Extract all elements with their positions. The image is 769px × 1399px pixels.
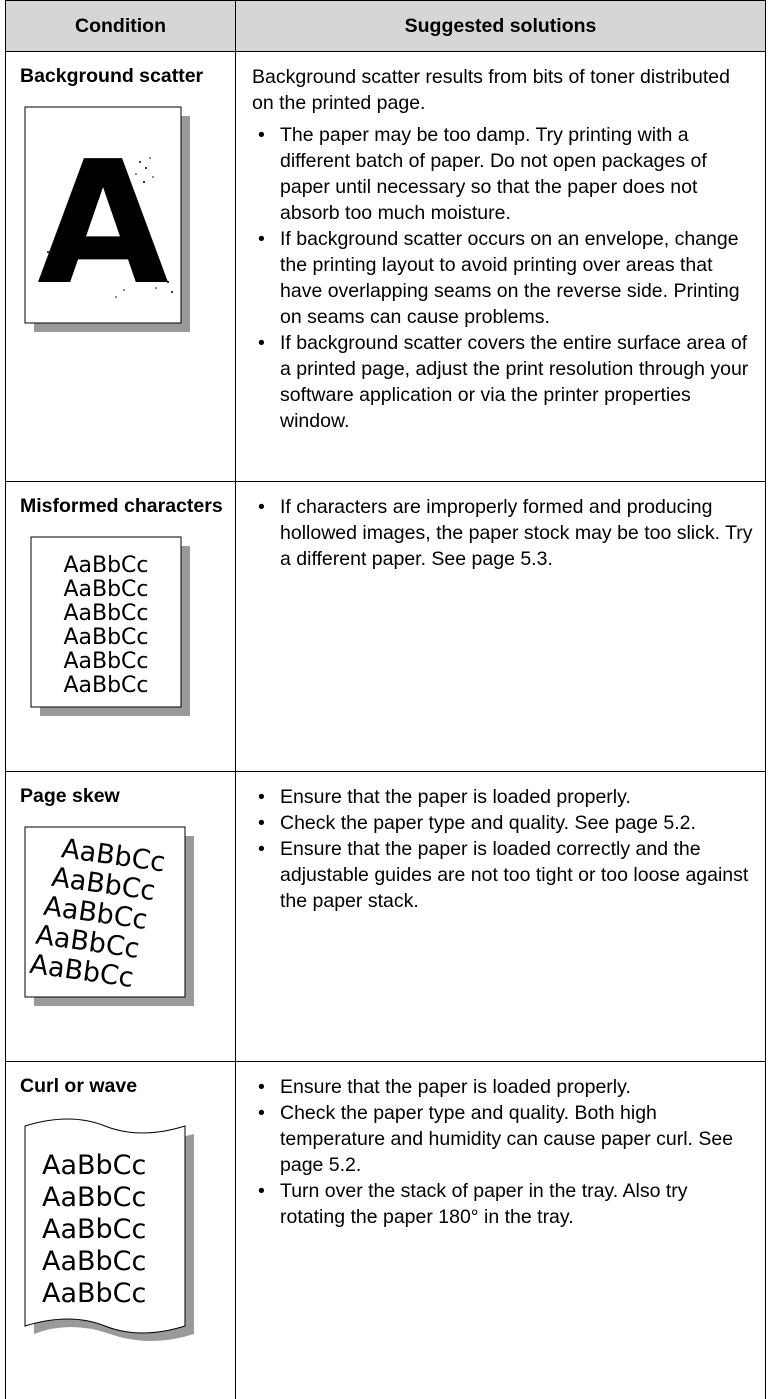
illustration-text: AaBbCc bbox=[63, 577, 148, 602]
bullet: Check the paper type and quality. See pa… bbox=[258, 810, 753, 836]
illustration-text: AaBbCc bbox=[42, 1246, 146, 1277]
solution-cell: If characters are improperly formed and … bbox=[235, 481, 766, 772]
bullet-list: Ensure that the paper is loaded properly… bbox=[248, 1074, 753, 1230]
condition: Background scatter bbox=[20, 65, 204, 87]
bullet: If characters are improperly formed and … bbox=[258, 494, 753, 572]
illustration-text: AaBbCc bbox=[63, 625, 148, 650]
condition-cell: Misformed characters AaBbCc AaBbCc AaBbC… bbox=[5, 481, 236, 772]
condition-cell: Page skew AaBbCc AaBbCc AaBbCc AaBbCc Aa… bbox=[5, 771, 236, 1062]
illustration-text: AaBbCc bbox=[42, 1150, 146, 1181]
illustration-text: AaBbCc bbox=[63, 649, 148, 674]
condition-cell: Background scatter A bbox=[5, 51, 236, 482]
bullet: Check the paper type and quality. Both h… bbox=[258, 1100, 753, 1178]
condition: Page skew bbox=[20, 785, 120, 807]
illustration-text: A bbox=[37, 125, 169, 323]
row: Background scatter A Background scatter … bbox=[5, 51, 766, 482]
illustration-text: AaBbCc bbox=[42, 1278, 146, 1309]
illustration: A bbox=[24, 106, 190, 332]
bullet: Ensure that the paper is loaded correctl… bbox=[258, 836, 753, 914]
illustration-text: AaBbCc bbox=[63, 553, 148, 578]
condition: Curl or wave bbox=[20, 1075, 138, 1097]
bullet: If background scatter occurs on an envel… bbox=[258, 226, 753, 330]
troubleshooting-table: Condition Suggested solutions Background… bbox=[5, 0, 766, 1399]
illustration-text: AaBbCc bbox=[42, 1182, 146, 1213]
header-row: Condition Suggested solutions bbox=[5, 0, 766, 52]
illustration-text: AaBbCc bbox=[63, 673, 148, 698]
bullet-list: Ensure that the paper is loaded properly… bbox=[248, 784, 753, 914]
header-cell: Suggested solutions bbox=[235, 0, 766, 52]
header-cell: Condition bbox=[5, 0, 236, 52]
bullet: Turn over the stack of paper in the tray… bbox=[258, 1178, 753, 1230]
illustration-text: AaBbCc bbox=[63, 601, 148, 626]
illustration: AaBbCc AaBbCc AaBbCc AaBbCc AaBbCc bbox=[24, 826, 194, 1006]
row: Page skew AaBbCc AaBbCc AaBbCc AaBbCc Aa… bbox=[5, 771, 766, 1062]
solution-cell: Ensure that the paper is loaded properly… bbox=[235, 1061, 766, 1399]
bullet: Ensure that the paper is loaded properly… bbox=[258, 1074, 753, 1100]
bullet: The paper may be too damp. Try printing … bbox=[258, 122, 753, 226]
condition: Misformed characters bbox=[20, 495, 223, 517]
bullet: If background scatter covers the entire … bbox=[258, 330, 753, 434]
bullet-list: The paper may be too damp. Try printing … bbox=[248, 122, 753, 434]
solution-cell: Background scatter results from bits of … bbox=[235, 51, 766, 482]
condition-cell: Curl or wave AaBbCc AaBbCc AaBbCc AaBbCc… bbox=[5, 1061, 236, 1399]
bullet: Ensure that the paper is loaded properly… bbox=[258, 784, 753, 810]
intro: Background scatter results from bits of … bbox=[252, 66, 730, 114]
illustration-text: AaBbCc bbox=[42, 1214, 146, 1245]
illustration: AaBbCc AaBbCc AaBbCc AaBbCc AaBbCc bbox=[24, 1118, 194, 1341]
row: Curl or wave AaBbCc AaBbCc AaBbCc AaBbCc… bbox=[5, 1061, 766, 1399]
illustration: AaBbCc AaBbCc AaBbCc AaBbCc AaBbCc AaBbC… bbox=[30, 536, 190, 716]
row: Misformed characters AaBbCc AaBbCc AaBbC… bbox=[5, 481, 766, 772]
solution-cell: Ensure that the paper is loaded properly… bbox=[235, 771, 766, 1062]
bullet-list: If characters are improperly formed and … bbox=[248, 494, 753, 572]
